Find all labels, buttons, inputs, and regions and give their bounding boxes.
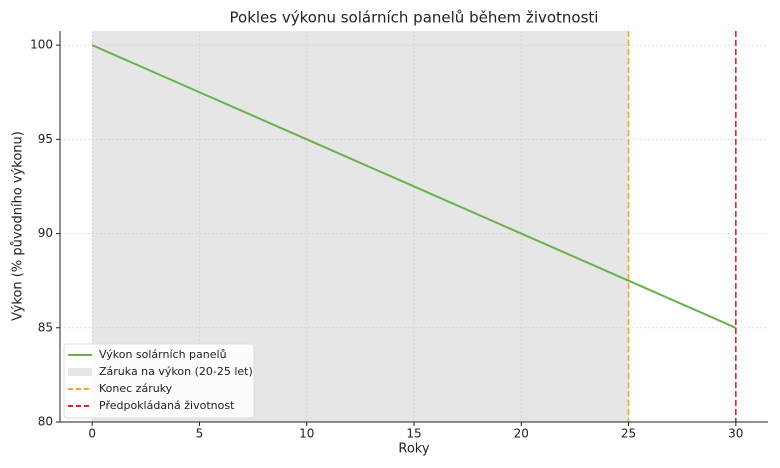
chart-title: Pokles výkonu solárních panelů během živ… [230,9,599,27]
y-tick-label: 100 [30,38,53,52]
x-tick-label: 30 [728,427,743,441]
legend: Výkon solárních panelů Záruka na výkon (2… [63,343,255,419]
y-axis-label: Výkon (% původního výkonu) [11,131,26,321]
x-tick-label: 10 [299,427,314,441]
data-line [91,44,737,329]
legend-swatch [68,368,92,376]
x-tick-label: 15 [406,427,421,441]
y-tick-label: 95 [38,132,53,146]
y-tick-label: 85 [38,320,53,334]
legend-label: Konec záruky [99,382,173,395]
y-tick-label: 80 [38,415,53,429]
legend-box [63,343,255,419]
x-tick-label: 5 [196,427,204,441]
legend-label: Předpokládaná životnost [99,399,235,412]
x-tick-label: 25 [621,427,636,441]
legend-label: Výkon solárních panelů [99,348,227,361]
x-tick-label: 0 [88,427,96,441]
y-tick-label: 90 [38,226,53,240]
legend-label: Záruka na výkon (20-25 let) [99,365,253,378]
x-tick-label: 20 [514,427,529,441]
x-axis-label: Roky [398,442,429,457]
